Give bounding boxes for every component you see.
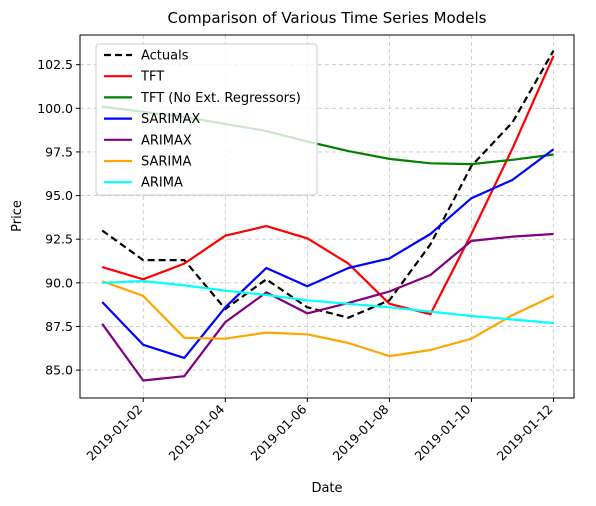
plot-area-frame	[79, 34, 575, 399]
chart-title: Comparison of Various Time Series Models	[168, 9, 487, 27]
legend-label: Actuals	[141, 49, 189, 64]
legend-label: ARIMAX	[141, 133, 192, 148]
legend-label: SARIMAX	[141, 112, 200, 127]
series-lines	[101, 50, 555, 382]
y-axis-ticks: 85.0 87.5 90.0 92.5 95.0 97.5 100.0 102.5	[37, 57, 80, 378]
y-tick-label: 102.5	[37, 57, 73, 72]
legend-label: SARIMA	[141, 155, 191, 170]
series-line	[102, 280, 554, 325]
series-line	[101, 55, 555, 316]
y-tick-label: 85.0	[45, 363, 73, 378]
y-axis-label: Price	[10, 200, 25, 232]
y-tick-label: 92.5	[45, 232, 73, 247]
y-tick-label: 87.5	[45, 319, 73, 334]
series-line	[101, 232, 554, 382]
gridlines	[80, 35, 574, 398]
series-line	[101, 50, 555, 319]
y-tick-label: 95.0	[45, 188, 73, 203]
legend: Actuals TFT TFT (No Ext. Regressors) SARIMA…	[95, 43, 318, 196]
y-tick-label: 90.0	[45, 275, 73, 290]
legend-label: TFT	[140, 70, 164, 85]
series-line	[101, 280, 554, 358]
y-tick-label: 97.5	[45, 144, 73, 159]
legend-box	[95, 43, 318, 196]
legend-label: TFT (No Ext. Regressors)	[140, 91, 301, 106]
legend-label: ARIMA	[141, 176, 183, 191]
series-line	[101, 148, 555, 359]
y-tick-label: 100.0	[37, 101, 73, 116]
x-axis-label: Date	[311, 481, 342, 496]
